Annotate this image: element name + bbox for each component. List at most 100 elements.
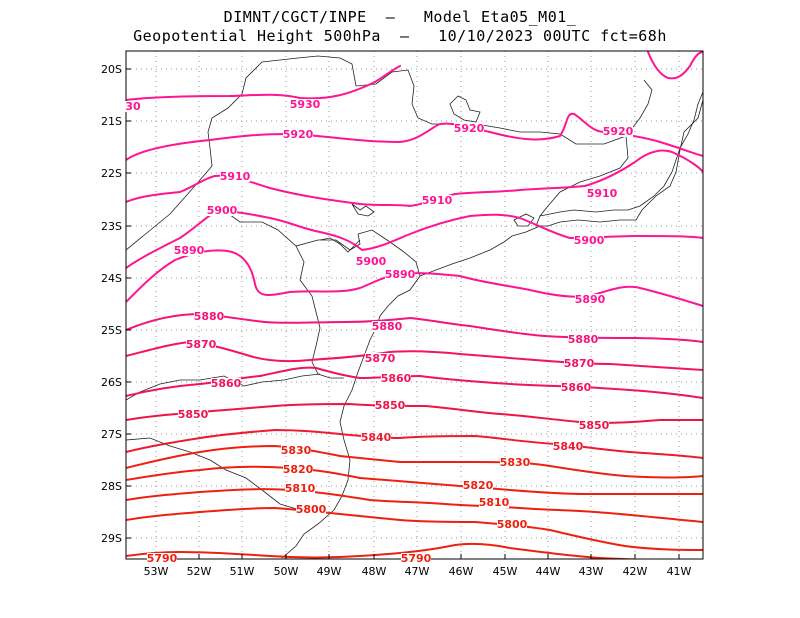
contour-label-5900: 5900 <box>207 204 238 217</box>
lon-tick-label: 42W <box>623 565 648 578</box>
contour-label-bg <box>574 235 604 246</box>
coast-es <box>639 91 703 207</box>
contour-label-bg <box>603 126 633 137</box>
contour-line-5840 <box>126 429 703 459</box>
contour-label-bg <box>553 441 583 452</box>
contour-label-5920: 5920 <box>283 128 314 141</box>
contour-label-5850: 5850 <box>178 408 209 421</box>
contour-label-bg <box>207 205 237 216</box>
contour-label-bg <box>365 353 395 364</box>
lon-tick-label: 44W <box>536 565 561 578</box>
axis-ticks: 53W 52W 51W 50W 49W 48W 47W 46W 45W 44W 43W 42W 41W 2… <box>101 63 692 578</box>
contour-line-5850 <box>126 403 703 424</box>
lon-tick-label: 41W <box>667 565 692 578</box>
map-title-line1: DIMNT/CGCT/INPE – Model Eta05_M01_ <box>223 8 577 26</box>
contour-label-bg <box>564 358 594 369</box>
contour-label-5790: 5790 <box>401 552 432 565</box>
contour-label-5890: 5890 <box>174 244 205 257</box>
contour-label-5880: 5880 <box>372 320 403 333</box>
lon-tick-label: 47W <box>405 565 430 578</box>
lat-tick-label: 23S <box>101 220 122 233</box>
contour-label-5840: 5840 <box>553 440 584 453</box>
border-argentina-north <box>126 373 321 401</box>
contour-label-5860: 5860 <box>561 381 592 394</box>
lat-tick-label: 22S <box>101 167 122 180</box>
lon-tick-label: 43W <box>579 565 604 578</box>
contour-label-bg <box>561 382 591 393</box>
lake-bay-detail <box>449 95 481 123</box>
contour-label-bg <box>285 483 315 494</box>
coast-rj <box>539 205 641 217</box>
lon-tick-label: 48W <box>362 565 387 578</box>
contour-label-5900: 5900 <box>574 234 605 247</box>
contour-label-bg <box>220 171 250 182</box>
contour-line-5930 <box>126 65 401 101</box>
coastline-and-borders <box>126 55 703 559</box>
lat-tick-label: 28S <box>101 480 122 493</box>
lat-tick-label: 27S <box>101 428 122 441</box>
contour-label-bg <box>497 519 527 530</box>
contour-line-5830 <box>126 445 703 479</box>
contour-label-5820: 5820 <box>463 479 494 492</box>
state-border-rj <box>535 99 703 227</box>
coast-sp <box>281 229 421 559</box>
contour-label-5810: 5810 <box>479 496 510 509</box>
contour-label-5900: 5900 <box>356 255 387 268</box>
contour-label-bg <box>401 553 431 564</box>
contour-label-bg <box>283 129 313 140</box>
map-title-line2: Geopotential Height 500hPa – 10/10/2023 … <box>133 27 667 45</box>
lat-tick-label: 20S <box>101 63 122 76</box>
contour-label-5800: 5800 <box>296 503 327 516</box>
reservoir-detail <box>351 203 375 217</box>
lon-tick-label: 52W <box>187 565 212 578</box>
contour-label-5930: 5930 <box>290 98 321 111</box>
lat-tick-label: 29S <box>101 532 122 545</box>
contour-label-bg <box>211 378 241 389</box>
contour-label-5820: 5820 <box>283 463 314 476</box>
contour-label-bg <box>372 321 402 332</box>
lon-tick-label: 46W <box>449 565 474 578</box>
contour-label-bg <box>283 464 313 475</box>
contour-line-5790 <box>126 542 661 559</box>
contour-label-5840: 5840 <box>361 431 392 444</box>
contour-label-bg <box>296 504 326 515</box>
lat-tick-label: 25S <box>101 324 122 337</box>
contour-line-5800 <box>126 507 703 551</box>
contour-label-bg <box>147 553 177 564</box>
contour-label-5910: 5910 <box>220 170 251 183</box>
contour-label-bg <box>356 256 386 267</box>
contour-label-bg <box>178 409 208 420</box>
contour-line-5900 <box>126 210 703 269</box>
contour-line-5930 <box>647 51 703 80</box>
contour-label-5860: 5860 <box>381 372 412 385</box>
lat-tick-label: 21S <box>101 115 122 128</box>
contour-line-5810 <box>126 488 703 523</box>
contour-label-bg <box>568 334 598 345</box>
contour-label-bg <box>463 480 493 491</box>
border-rs-sc <box>126 437 301 511</box>
contour-label-5870: 5870 <box>365 352 396 365</box>
contour-label-5880: 5880 <box>568 333 599 346</box>
contour-label-5860: 5860 <box>211 377 242 390</box>
contour-line-5820 <box>126 465 703 496</box>
lon-tick-label: 49W <box>317 565 342 578</box>
contour-label-bg <box>422 195 452 206</box>
lat-tick-label: 26S <box>101 376 122 389</box>
contour-label-5920: 5920 <box>603 125 634 138</box>
contour-label-5910: 5910 <box>587 187 618 200</box>
contour-label-bg <box>385 269 415 280</box>
contour-label-5920: 5920 <box>454 122 485 135</box>
contour-label-bg <box>281 445 311 456</box>
lon-tick-label: 51W <box>230 565 255 578</box>
contour-label-5870: 5870 <box>564 357 595 370</box>
coast-sp-north <box>419 225 541 277</box>
contour-label-bg <box>575 294 605 305</box>
lon-tick-label: 50W <box>274 565 299 578</box>
contour-label-bg <box>479 497 509 508</box>
contour-label-5850: 5850 <box>375 399 406 412</box>
contour-label-5890: 5890 <box>385 268 416 281</box>
contour-label-5890: 5890 <box>575 293 606 306</box>
contour-label-5850: 5850 <box>579 419 610 432</box>
lon-tick-label: 53W <box>144 565 169 578</box>
contour-label-bg <box>375 400 405 411</box>
